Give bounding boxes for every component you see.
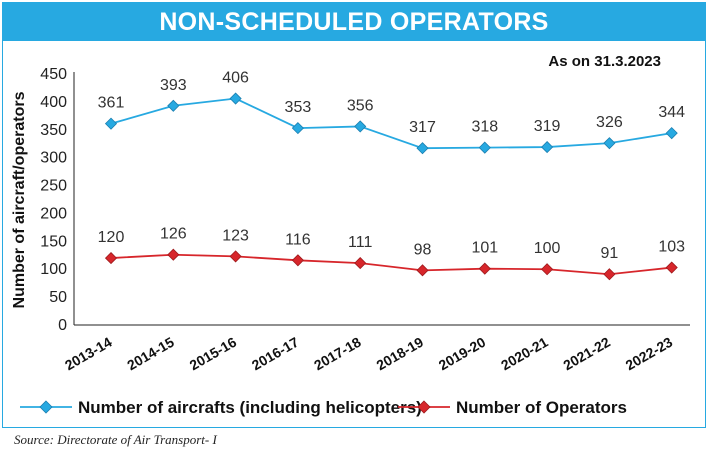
data-label: 98 [414,241,432,258]
data-point-operators [104,252,118,265]
date-note: As on 31.3.2023 [548,53,661,70]
data-point-aircrafts [541,141,554,154]
data-point-operators [416,264,429,277]
y-tick-label: 300 [40,150,67,167]
data-point-aircrafts [104,117,118,130]
x-tick-label: 2020-21 [498,334,551,374]
data-point-aircrafts [291,122,304,135]
x-tick-label: 2015-16 [187,334,240,374]
legend-label: Number of Operators [456,398,627,417]
y-tick-label: 50 [49,289,67,306]
data-point-aircrafts [354,120,367,133]
y-tick-label: 150 [40,233,67,250]
y-tick-label: 350 [40,122,67,139]
data-label: 100 [534,240,561,257]
x-tick-label: 2018-19 [373,334,426,374]
data-point-operators [229,250,242,263]
data-label: 393 [160,77,187,94]
data-label: 120 [98,229,125,246]
series-line-aircrafts [110,97,672,150]
data-label: 116 [285,231,311,248]
y-tick-label: 0 [58,317,67,334]
data-point-aircrafts [603,137,616,150]
data-label: 344 [658,104,685,121]
series-line-operators [110,253,672,276]
data-label: 126 [160,226,187,243]
x-tick-label: 2021-22 [560,334,613,374]
legend-marker [417,400,431,414]
data-label: 91 [601,245,619,262]
data-label: 318 [471,119,498,136]
x-tick-label: 2013-14 [62,334,115,374]
x-tick-label: 2022-23 [623,334,676,374]
source-note: Source: Directorate of Air Transport- I [14,432,217,447]
x-tick-label: 2019-20 [436,334,489,374]
data-point-operators [541,263,554,276]
legend-label: Number of aircrafts (including helicopte… [78,398,422,417]
data-label: 326 [596,114,623,131]
chart-frame: NON-SCHEDULED OPERATORS As on 31.3.2023 [2,2,706,428]
data-point-aircrafts [478,141,491,154]
data-point-operators [665,261,678,274]
data-label: 319 [534,118,561,135]
data-label: 101 [471,240,498,257]
data-point-operators [291,254,304,267]
y-axis-title: Number of aircraft/operators [11,91,28,308]
data-point-aircrafts [665,127,678,140]
data-label: 361 [98,95,125,112]
data-point-aircrafts [229,92,242,105]
y-tick-label: 450 [40,66,67,83]
data-point-operators [167,248,180,261]
x-tick-label: 2014-15 [124,334,177,374]
y-tick-label: 100 [40,261,67,278]
x-tick-label: 2017-18 [311,334,364,374]
x-tick-label: 2016-17 [249,334,302,374]
data-label: 111 [348,234,372,251]
data-label: 406 [222,70,249,87]
data-label: 317 [409,119,436,136]
data-point-aircrafts [167,99,180,112]
data-label: 353 [285,99,312,116]
chart-title: NON-SCHEDULED OPERATORS [3,3,705,41]
legend-marker [39,400,53,414]
data-point-operators [478,262,491,275]
data-point-operators [603,268,616,281]
data-label: 356 [347,97,374,114]
y-tick-label: 200 [40,205,67,222]
data-point-operators [354,257,367,270]
data-point-aircrafts [416,142,429,155]
data-label: 103 [658,239,685,256]
data-label: 123 [222,227,249,244]
y-tick-label: 250 [40,178,67,195]
y-tick-label: 400 [40,94,67,111]
